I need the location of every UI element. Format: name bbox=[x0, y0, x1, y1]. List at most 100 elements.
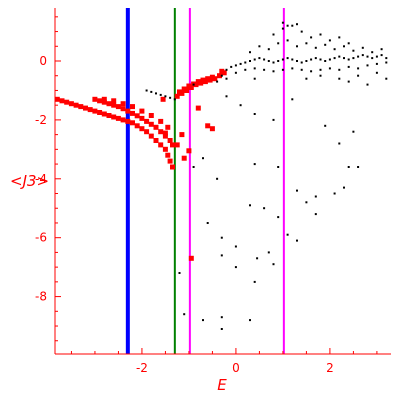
point-0-65 bbox=[181, 86, 187, 92]
point-1-4 bbox=[164, 95, 167, 98]
point-1-134 bbox=[183, 313, 186, 316]
point-1-103 bbox=[291, 98, 294, 101]
point-1-53 bbox=[310, 70, 313, 73]
point-0-29 bbox=[101, 99, 107, 105]
point-1-100 bbox=[239, 104, 242, 107]
point-0-39 bbox=[148, 121, 154, 127]
point-1-133 bbox=[253, 280, 256, 283]
point-0-18 bbox=[139, 126, 145, 132]
point-1-116 bbox=[357, 166, 360, 168]
point-0-14 bbox=[120, 117, 126, 123]
point-0-3 bbox=[68, 101, 74, 107]
point-1-34 bbox=[343, 57, 345, 60]
x-ticks: -2 0 2 bbox=[136, 348, 334, 375]
point-0-25 bbox=[167, 158, 173, 164]
point-1-45 bbox=[234, 71, 237, 74]
point-0-70 bbox=[205, 76, 211, 82]
point-1-61 bbox=[385, 61, 388, 64]
y-ticks: 0 -2 -4 -6 -8 bbox=[35, 54, 61, 304]
point-1-39 bbox=[366, 55, 369, 58]
point-0-38 bbox=[144, 118, 150, 124]
point-1-138 bbox=[249, 319, 251, 322]
point-0-4 bbox=[73, 102, 79, 108]
point-0-47 bbox=[120, 101, 126, 107]
point-0-73 bbox=[162, 130, 168, 136]
x-tick-label: 0 bbox=[232, 361, 240, 375]
point-0-45 bbox=[101, 96, 107, 102]
point-1-17 bbox=[263, 58, 266, 61]
point-1-101 bbox=[253, 113, 256, 115]
point-1-64 bbox=[267, 48, 270, 51]
point-0-79 bbox=[205, 123, 211, 129]
point-1-35 bbox=[347, 58, 350, 61]
point-1-38 bbox=[361, 54, 364, 57]
point-1-131 bbox=[220, 254, 223, 257]
point-0-15 bbox=[125, 118, 131, 124]
point-0-19 bbox=[144, 129, 150, 135]
point-0-51 bbox=[158, 118, 164, 124]
point-0-13 bbox=[115, 115, 121, 121]
point-1-42 bbox=[380, 54, 383, 57]
point-1-106 bbox=[192, 166, 195, 168]
x-tick-label: 2 bbox=[326, 361, 334, 375]
point-1-128 bbox=[234, 245, 237, 248]
point-0-10 bbox=[101, 111, 107, 117]
point-1-12 bbox=[239, 62, 242, 65]
x-axis-title: E bbox=[217, 376, 227, 394]
point-1-21 bbox=[281, 58, 284, 61]
point-1-85 bbox=[347, 42, 350, 45]
point-1-18 bbox=[267, 60, 270, 62]
point-0-21 bbox=[153, 138, 159, 143]
point-0-50 bbox=[148, 113, 154, 118]
point-1-15 bbox=[253, 58, 256, 61]
point-0-8 bbox=[92, 108, 98, 114]
point-1-48 bbox=[263, 68, 266, 71]
point-0-46 bbox=[111, 98, 117, 104]
point-1-57 bbox=[347, 65, 350, 68]
y-axis-title: <J3> bbox=[10, 172, 49, 190]
point-1-50 bbox=[281, 68, 284, 71]
point-1-109 bbox=[253, 163, 256, 166]
point-1-95 bbox=[305, 77, 308, 80]
point-1-14 bbox=[249, 60, 251, 62]
point-0-37 bbox=[139, 115, 145, 121]
point-1-102 bbox=[272, 118, 275, 121]
point-1-47 bbox=[253, 67, 256, 70]
point-1-33 bbox=[338, 55, 341, 58]
point-1-73 bbox=[352, 49, 355, 52]
point-1-124 bbox=[286, 233, 289, 236]
point-1-22 bbox=[286, 57, 289, 60]
point-0-69 bbox=[200, 77, 206, 83]
point-1-81 bbox=[310, 36, 313, 39]
point-1-77 bbox=[272, 33, 275, 36]
point-1-68 bbox=[305, 42, 308, 45]
point-1-89 bbox=[338, 77, 341, 80]
point-0-68 bbox=[195, 79, 201, 85]
point-1-28 bbox=[314, 57, 317, 60]
point-0-71 bbox=[209, 74, 215, 80]
point-0-77 bbox=[186, 148, 192, 154]
point-1-86 bbox=[281, 21, 284, 24]
point-1-90 bbox=[347, 80, 350, 83]
point-1-11 bbox=[234, 64, 237, 67]
point-1-25 bbox=[300, 61, 303, 64]
point-1-3 bbox=[159, 93, 162, 96]
point-1-70 bbox=[324, 43, 327, 46]
point-1-13 bbox=[244, 61, 247, 64]
point-1-94 bbox=[385, 77, 388, 80]
point-1-66 bbox=[286, 39, 289, 42]
point-1-55 bbox=[328, 67, 331, 70]
point-1-110 bbox=[277, 166, 280, 168]
point-1-69 bbox=[314, 46, 317, 49]
point-1-129 bbox=[220, 236, 223, 239]
point-1-26 bbox=[305, 60, 308, 62]
y-tick-label: -2 bbox=[35, 113, 47, 127]
point-1-30 bbox=[324, 60, 327, 62]
point-1-60 bbox=[375, 62, 378, 65]
point-1-136 bbox=[220, 328, 223, 330]
point-1-114 bbox=[343, 186, 345, 189]
point-0-26 bbox=[170, 164, 175, 170]
point-1-139 bbox=[178, 272, 181, 274]
point-1-96 bbox=[319, 74, 322, 77]
point-0-62 bbox=[217, 73, 222, 79]
